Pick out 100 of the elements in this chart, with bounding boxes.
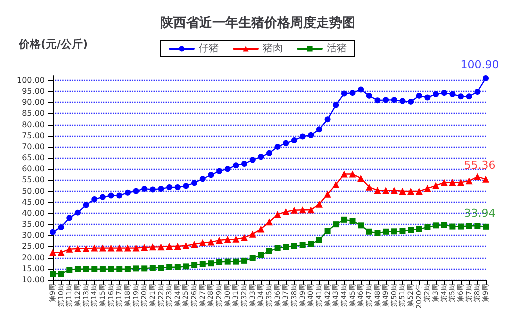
point [232,236,240,243]
y-axis-title: 价格(元/公斤) [18,38,88,51]
point [92,196,98,203]
point [441,90,448,96]
point [266,248,272,254]
point [142,266,148,272]
point [74,266,81,272]
point [291,243,298,250]
point [133,188,140,194]
point [199,239,206,246]
point [200,261,206,268]
point [124,244,132,252]
point [282,208,290,216]
y-tick-label: 45.00 [22,198,45,207]
point [158,265,164,272]
point [383,97,390,104]
point [440,179,448,186]
point [100,194,106,200]
point [390,187,398,194]
point [216,168,223,174]
point [416,188,423,196]
point [249,230,256,238]
y-tick-label: 30.00 [22,231,45,240]
point [433,91,440,98]
y-tick-label: 85.00 [22,109,45,118]
point [66,267,73,274]
y-tick-label: 60.00 [22,164,45,174]
point [216,237,224,244]
point [83,266,90,272]
point [208,172,214,178]
point [450,224,456,230]
point [424,185,432,192]
point [274,144,281,150]
point [408,227,414,234]
point [74,210,81,216]
point [408,188,415,196]
y-tick-label: 25.00 [22,242,45,252]
point [433,222,440,229]
point [474,88,481,95]
point [333,222,340,228]
point [291,138,298,144]
point [166,264,173,270]
point [374,98,381,104]
point [66,215,73,222]
point [266,218,273,226]
point [441,222,448,228]
point [192,262,198,268]
point [58,271,64,278]
point [50,229,56,236]
point [374,230,381,236]
y-tick-label: 70.00 [22,142,45,152]
point [450,91,456,98]
point [142,186,148,192]
point [258,252,264,258]
point [458,94,464,100]
y-tick-label: 65.00 [22,154,45,163]
point [399,188,406,196]
point [58,249,65,256]
point [358,86,364,93]
legend-label: 猪肉 [263,42,283,54]
point [474,223,481,230]
point [82,245,90,252]
point [250,255,256,262]
point [133,266,140,272]
point [242,258,248,264]
point [149,244,156,251]
point [174,243,182,250]
point [141,244,148,252]
point [166,184,173,191]
point [366,184,373,191]
data-label: 100.90 [460,58,500,72]
y-tick-label: 20.00 [22,253,45,262]
point [324,116,331,123]
point [92,266,98,272]
point [358,222,364,229]
point [192,180,198,186]
point [466,178,473,185]
point [116,192,123,199]
y-tick-label: 75.00 [22,131,45,140]
point [316,126,322,133]
point [183,264,190,270]
point [100,266,106,272]
point [316,237,322,244]
point [416,226,422,232]
point [458,179,465,186]
point [166,243,174,250]
point [58,224,64,230]
point [258,226,265,233]
point [224,166,231,172]
point [350,218,356,224]
point [482,176,490,183]
point [174,264,181,270]
point [233,258,240,265]
chart-title: 陕西省近一年生猪价格周度走势图 [160,15,356,31]
point [299,206,306,214]
point [183,183,190,190]
point [432,182,440,190]
point [324,190,332,198]
point [150,265,156,272]
point [308,241,314,248]
